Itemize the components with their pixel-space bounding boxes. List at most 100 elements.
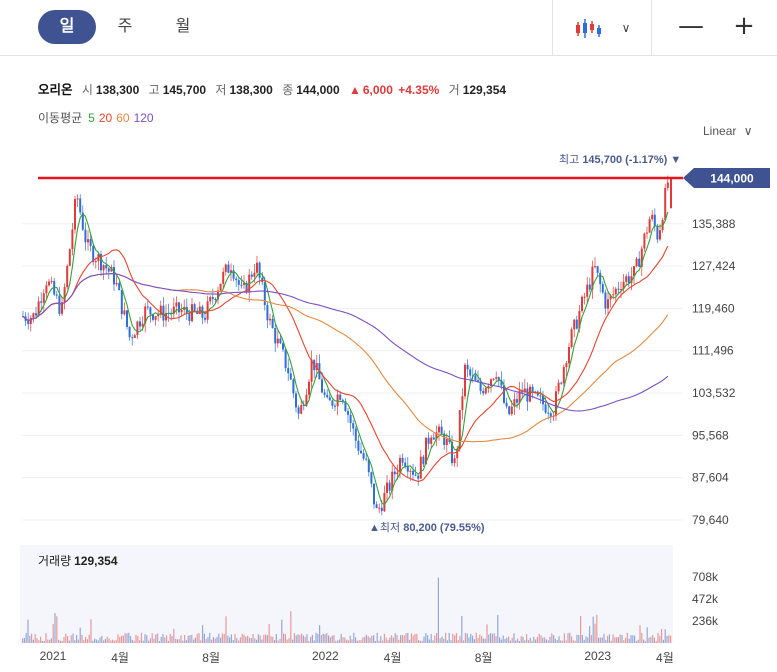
- candle-body: [370, 472, 373, 484]
- volume-bar: [275, 634, 277, 643]
- candle-body: [425, 437, 427, 465]
- tab-weekly[interactable]: 주: [117, 18, 133, 35]
- add-button[interactable]: +: [733, 11, 755, 41]
- candle-body: [178, 302, 180, 313]
- volume-bar: [664, 629, 666, 643]
- volume-bar: [430, 634, 432, 643]
- candle-body: [295, 393, 297, 408]
- volume-bar: [405, 633, 407, 643]
- volume-chart[interactable]: 708k 472k 236k: [0, 545, 777, 645]
- tab-monthly[interactable]: 월: [175, 18, 191, 35]
- volume-bar: [319, 625, 321, 643]
- stock-name: 오리온: [38, 83, 73, 97]
- chart-type-dropdown[interactable]: ∨: [552, 0, 652, 56]
- price-chart[interactable]: 135,388 127,424 119,460 111,496 103,532 95,56…: [0, 150, 777, 540]
- tab-daily[interactable]: 일: [38, 10, 96, 44]
- x-tick-label: 2022: [311, 649, 339, 663]
- high-annotation-value: 145,700: [582, 154, 622, 166]
- volume-bar: [362, 637, 364, 643]
- candle-body: [224, 264, 227, 272]
- candle-body: [466, 364, 469, 370]
- candle-body: [474, 375, 477, 381]
- x-tick-label: 4월: [111, 651, 129, 665]
- candle-body: [323, 392, 326, 395]
- candle-body: [58, 295, 61, 314]
- candle-body: [206, 301, 209, 320]
- volume-bar: [511, 637, 513, 643]
- volume-bar: [227, 635, 229, 643]
- volume-bar: [590, 635, 592, 643]
- volume-bar: [425, 633, 427, 643]
- volume-bar: [193, 639, 195, 643]
- low-annotation-label: 최저: [380, 521, 400, 534]
- candle-body: [627, 276, 630, 284]
- volume-bar: [248, 637, 250, 643]
- candle-body: [445, 439, 448, 445]
- volume-bar: [572, 640, 574, 643]
- volume-bar: [592, 616, 594, 643]
- volume-bar: [212, 637, 214, 643]
- volume-bar: [526, 634, 528, 643]
- candle-body: [237, 280, 240, 285]
- volume-bar: [108, 638, 110, 643]
- candle-body: [287, 368, 290, 374]
- volume-bar: [333, 635, 335, 643]
- volume-bar: [482, 638, 484, 643]
- x-tick-label: 2021: [39, 649, 67, 663]
- candle-body: [232, 270, 235, 279]
- volume-bar: [92, 640, 94, 643]
- ma120-line: [22, 273, 669, 412]
- minimize-button[interactable]: —: [678, 11, 704, 41]
- volume-tick-label: 472k: [692, 592, 719, 606]
- volume-bar: [209, 632, 211, 643]
- candle-body: [131, 337, 134, 339]
- volume-bar: [68, 640, 70, 643]
- volume-bar: [407, 633, 409, 643]
- volume-bar: [326, 633, 328, 643]
- volume-bar: [335, 640, 337, 643]
- volume-bar: [585, 636, 587, 643]
- volume-bar: [646, 627, 648, 643]
- candle-body: [549, 413, 552, 417]
- volume-bar: [502, 635, 504, 643]
- candle-body: [214, 299, 217, 301]
- volume-bar: [22, 638, 24, 643]
- volume-bar: [148, 640, 150, 643]
- high-annotation-text: 최고 145,700 (-1.17%) ▼: [559, 153, 681, 166]
- volume-bar: [187, 635, 189, 643]
- top-toolbar: 일 주 월 ∨ — +: [0, 0, 777, 56]
- volume-bar: [88, 634, 90, 643]
- candle-body: [123, 310, 126, 315]
- volume-bar: [338, 639, 340, 643]
- y-tick-label: 135,388: [692, 217, 736, 231]
- candle-body: [66, 265, 69, 288]
- ma20-label: 20: [98, 111, 113, 125]
- high-value: 145,700: [162, 83, 207, 97]
- scale-dropdown[interactable]: Linear ∨: [703, 124, 753, 138]
- volume-bar: [662, 639, 664, 643]
- volume-bar: [304, 636, 306, 643]
- volume-bar: [351, 639, 353, 643]
- change-value: 6,000: [362, 83, 393, 97]
- x-tick-label: 4월: [383, 651, 402, 665]
- volume-bar: [392, 637, 394, 643]
- volume-bar: [380, 636, 382, 643]
- candle-body: [146, 306, 149, 308]
- volume-bar: [238, 640, 240, 643]
- volume-bar: [644, 641, 646, 643]
- candle-body: [107, 268, 110, 272]
- volume-bar: [527, 639, 529, 643]
- volume-bar: [266, 635, 268, 643]
- candle-body: [510, 406, 513, 415]
- volume-bar: [346, 639, 348, 643]
- volume-bar: [653, 637, 655, 643]
- y-tick-label: 103,532: [692, 386, 736, 400]
- volume-bar: [551, 633, 553, 643]
- volume-bar: [518, 640, 520, 643]
- volume-bar: [97, 640, 99, 643]
- volume-bar: [247, 635, 249, 643]
- candle-body: [50, 281, 53, 283]
- volume-bar: [353, 632, 355, 643]
- candle-body: [417, 475, 420, 479]
- volume-bar: [466, 633, 468, 643]
